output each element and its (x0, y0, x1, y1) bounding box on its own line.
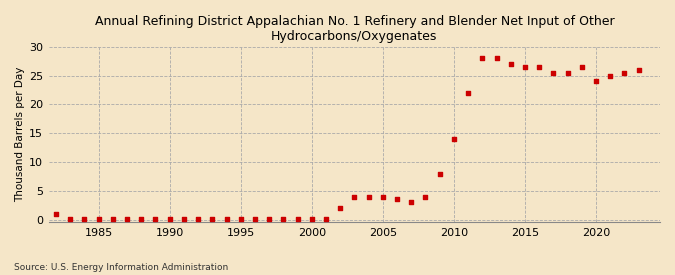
Point (434, 171, 445, 176)
Point (477, 56, 488, 61)
Point (463, 91, 474, 95)
Point (406, 200, 416, 205)
Y-axis label: Thousand Barrels per Day: Thousand Barrels per Day (15, 67, 25, 202)
Point (534, 65, 545, 69)
Point (306, 217, 317, 221)
Point (278, 217, 289, 221)
Point (236, 217, 246, 221)
Point (79, 217, 90, 221)
Point (207, 217, 218, 221)
Point (349, 194, 360, 199)
Point (292, 217, 303, 221)
Point (93, 217, 104, 221)
Point (633, 68, 644, 72)
Point (392, 197, 402, 202)
Point (506, 62, 516, 66)
Point (107, 217, 118, 221)
Point (562, 71, 573, 75)
Point (605, 73, 616, 78)
Point (491, 56, 502, 61)
Point (164, 217, 175, 221)
Point (51, 212, 61, 216)
Point (122, 217, 132, 221)
Point (221, 217, 232, 221)
Point (591, 79, 601, 84)
Point (548, 71, 559, 75)
Point (321, 217, 331, 221)
Point (150, 217, 161, 221)
Title: Annual Refining District Appalachian No. 1 Refinery and Blender Net Input of Oth: Annual Refining District Appalachian No.… (95, 15, 614, 43)
Point (520, 65, 531, 69)
Point (65, 217, 76, 221)
Point (448, 137, 459, 141)
Point (576, 65, 587, 69)
Point (377, 194, 388, 199)
Point (36, 217, 47, 221)
Point (420, 194, 431, 199)
Point (136, 217, 146, 221)
Text: Source: U.S. Energy Information Administration: Source: U.S. Energy Information Administ… (14, 263, 227, 272)
Point (264, 217, 275, 221)
Point (178, 217, 189, 221)
Point (192, 217, 203, 221)
Point (619, 71, 630, 75)
Point (250, 217, 261, 221)
Point (363, 194, 374, 199)
Point (335, 206, 346, 210)
